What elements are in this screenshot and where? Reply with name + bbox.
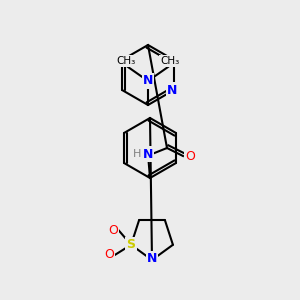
Text: O: O xyxy=(104,248,114,261)
Text: N: N xyxy=(143,74,153,88)
Text: O: O xyxy=(185,151,195,164)
Text: N: N xyxy=(143,148,153,160)
Text: H: H xyxy=(133,149,141,159)
Text: CH₃: CH₃ xyxy=(160,56,180,66)
Text: CH₃: CH₃ xyxy=(116,56,136,66)
Text: O: O xyxy=(108,224,118,237)
Text: N: N xyxy=(167,83,177,97)
Text: S: S xyxy=(127,238,136,251)
Text: N: N xyxy=(147,253,157,266)
